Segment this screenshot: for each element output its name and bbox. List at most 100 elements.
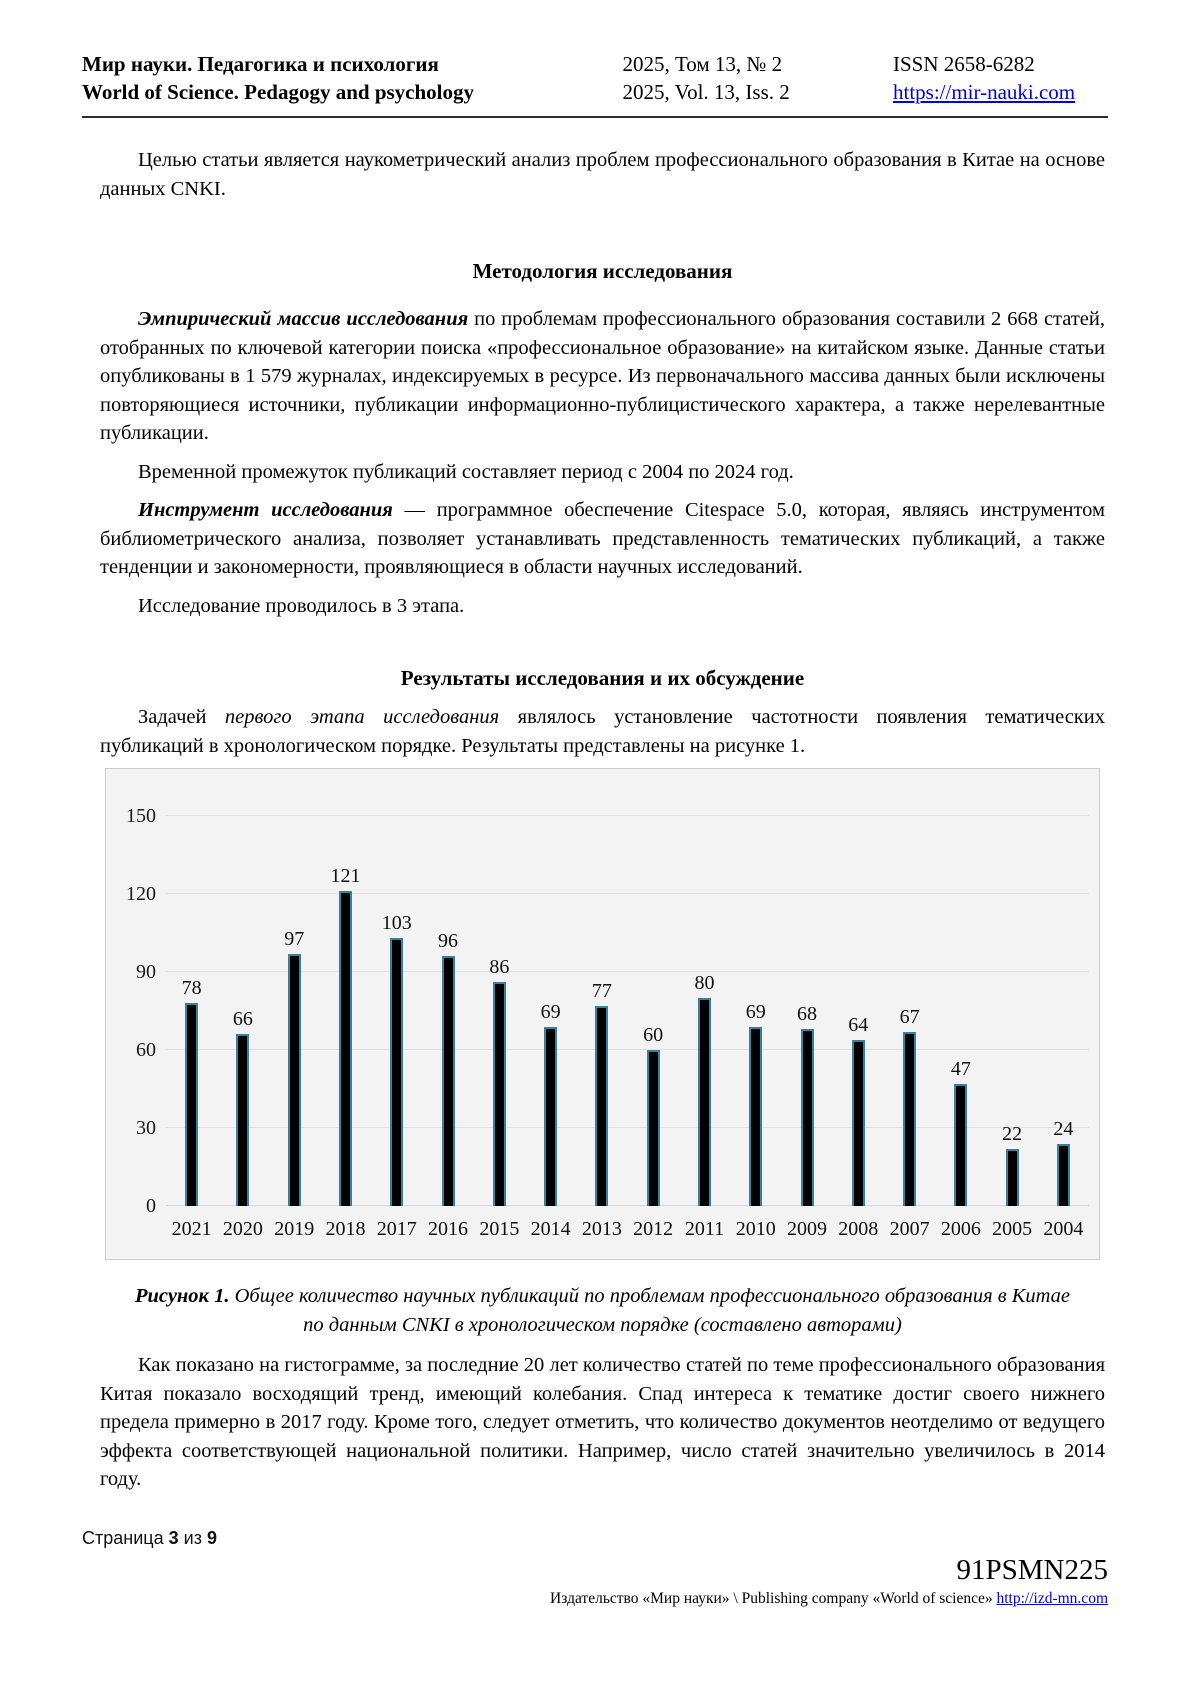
issue-info-block: 2025, Том 13, № 2 2025, Vol. 13, Iss. 2 bbox=[623, 50, 858, 106]
y-tick-label-120: 120 bbox=[126, 883, 156, 905]
bar-value-label-2009: 68 bbox=[797, 1003, 818, 1026]
bar-value-label-2018: 121 bbox=[330, 865, 361, 888]
journal-site-link[interactable]: https://mir-nauki.com bbox=[893, 80, 1076, 104]
bar-2014 bbox=[544, 1026, 558, 1206]
bar-group-2018: 121 2018 bbox=[320, 816, 371, 1240]
bar-group-2005: 22 2005 bbox=[987, 816, 1038, 1240]
article-body: Целью статьи является наукометрический а… bbox=[100, 146, 1105, 1494]
bar-group-2016: 96 2016 bbox=[422, 816, 473, 1240]
bar-value-label-2020: 66 bbox=[232, 1008, 253, 1031]
bar-group-2009: 68 2009 bbox=[781, 816, 832, 1240]
paragraph-task: Задачей первого этапа исследования являл… bbox=[100, 703, 1105, 760]
bar-value-label-2005: 22 bbox=[1002, 1122, 1023, 1145]
paragraph-goal: Целью статьи является наукометрический а… bbox=[100, 149, 1105, 200]
bar-group-2017: 103 2017 bbox=[371, 816, 422, 1240]
y-tick-label-90: 90 bbox=[136, 961, 156, 983]
bar-2016 bbox=[441, 956, 455, 1206]
bar-value-label-2015: 86 bbox=[489, 956, 510, 979]
publisher-text: Издательство «Мир науки» \ Publishing co… bbox=[550, 1589, 997, 1607]
page-footer: Страница 3 из 9 91PSMN225 Издательство «… bbox=[82, 1528, 1108, 1608]
paragraph-empirical-lead: Эмпирический массив исследования bbox=[138, 308, 469, 330]
publisher-link[interactable]: http://izd-mn.com bbox=[996, 1589, 1109, 1607]
issue-info-ru: 2025, Том 13, № 2 bbox=[622, 52, 783, 76]
bar-2011 bbox=[697, 998, 711, 1206]
x-tick-label-2018: 2018 bbox=[325, 1218, 366, 1240]
bar-2010 bbox=[749, 1026, 763, 1206]
journal-title-ru: Мир науки. Педагогика и психология bbox=[82, 52, 439, 76]
x-tick-label-2020: 2020 bbox=[222, 1218, 263, 1240]
x-tick-label-2011: 2011 bbox=[684, 1218, 725, 1240]
paragraph-tool-rest: — программное обеспечение Citespace 5.0,… bbox=[100, 499, 1105, 578]
x-tick-label-2017: 2017 bbox=[376, 1218, 417, 1240]
bar-value-label-2014: 69 bbox=[540, 1000, 561, 1023]
page-number-current: 3 bbox=[168, 1527, 179, 1548]
x-tick-label-2008: 2008 bbox=[838, 1218, 879, 1240]
bar-2015 bbox=[492, 982, 506, 1206]
bar-value-label-2017: 103 bbox=[381, 912, 412, 935]
bar-group-2012: 60 2012 bbox=[628, 816, 679, 1240]
page-number-total: 9 bbox=[206, 1527, 217, 1548]
bar-group-2010: 69 2010 bbox=[730, 816, 781, 1240]
figure-1-bar-chart: 0 30 60 90 120 150 78 2021 66 2020 97 2019 121 2018 1… bbox=[105, 768, 1100, 1260]
y-tick-label-30: 30 bbox=[136, 1117, 156, 1139]
x-tick-label-2006: 2006 bbox=[940, 1218, 981, 1240]
bar-group-2020: 66 2020 bbox=[217, 816, 268, 1240]
paragraph-empirical-rest: по проблемам профессионального образован… bbox=[100, 308, 1105, 444]
journal-title-block: Мир науки. Педагогика и психология World… bbox=[82, 50, 587, 106]
bar-value-label-2016: 96 bbox=[438, 930, 459, 953]
bar-2009 bbox=[800, 1029, 814, 1206]
paragraph-tool-lead: Инструмент исследования bbox=[138, 499, 393, 521]
page-number-prefix: Страница bbox=[82, 1527, 164, 1548]
x-tick-label-2015: 2015 bbox=[479, 1218, 520, 1240]
x-axis-line bbox=[166, 1205, 1089, 1206]
bar-value-label-2013: 77 bbox=[591, 979, 612, 1002]
paragraph-task-italic: первого этапа исследования bbox=[224, 706, 500, 728]
x-tick-label-2013: 2013 bbox=[581, 1218, 622, 1240]
bar-group-2008: 64 2008 bbox=[833, 816, 884, 1240]
bar-value-label-2019: 97 bbox=[284, 927, 305, 950]
paragraph-task-pre: Задачей bbox=[138, 706, 225, 728]
gridline-90 bbox=[166, 971, 1089, 972]
bar-group-2004: 24 2004 bbox=[1038, 816, 1089, 1240]
bar-2012 bbox=[646, 1050, 660, 1206]
journal-header: Мир науки. Педагогика и психология World… bbox=[82, 50, 1108, 118]
paragraph-tool: Инструмент исследования — программное об… bbox=[100, 496, 1105, 582]
chart-bars: 78 2021 66 2020 97 2019 121 2018 103 2017 96 2016 86… bbox=[166, 816, 1089, 1240]
bar-group-2011: 80 2011 bbox=[679, 816, 730, 1240]
issue-info-en: 2025, Vol. 13, Iss. 2 bbox=[622, 80, 790, 104]
paragraph-histogram: Как показано на гистограмме, за последни… bbox=[100, 1354, 1105, 1490]
journal-title-en: World of Science. Pedagogy and psycholog… bbox=[82, 80, 475, 104]
article-code: 91PSMN225 bbox=[956, 1553, 1109, 1586]
bar-value-label-2006: 47 bbox=[950, 1057, 971, 1080]
bar-group-2021: 78 2021 bbox=[166, 816, 217, 1240]
chart-plot: 0 30 60 90 120 150 78 2021 66 2020 97 2019 121 2018 1… bbox=[126, 806, 1089, 1240]
x-tick-label-2007: 2007 bbox=[889, 1218, 930, 1240]
x-tick-label-2019: 2019 bbox=[274, 1218, 315, 1240]
bar-group-2006: 47 2006 bbox=[935, 816, 986, 1240]
figure-1-caption: Рисунок 1. Общее количество научных публ… bbox=[100, 1282, 1105, 1339]
paragraph-stages: Исследование проводилось в 3 этапа. bbox=[138, 594, 465, 617]
issn-block: ISSN 2658-6282 https://mir-nauki.com bbox=[893, 50, 1108, 106]
bar-value-label-2012: 60 bbox=[643, 1024, 664, 1046]
bar-2018 bbox=[338, 891, 352, 1206]
bar-2004 bbox=[1056, 1143, 1070, 1206]
bar-group-2014: 69 2014 bbox=[525, 816, 576, 1240]
page-number-line: Страница 3 из 9 bbox=[82, 1528, 1108, 1549]
x-tick-label-2010: 2010 bbox=[735, 1218, 776, 1240]
gridline-120 bbox=[166, 893, 1089, 894]
y-tick-label-0: 0 bbox=[146, 1195, 156, 1217]
x-tick-label-2004: 2004 bbox=[1043, 1218, 1084, 1240]
bar-2017 bbox=[390, 938, 404, 1206]
publisher-line: Издательство «Мир науки» \ Publishing co… bbox=[82, 1590, 1108, 1608]
x-tick-label-2021: 2021 bbox=[171, 1218, 212, 1240]
y-tick-label-60: 60 bbox=[136, 1039, 156, 1061]
bar-group-2019: 97 2019 bbox=[269, 816, 320, 1240]
x-tick-label-2005: 2005 bbox=[992, 1218, 1033, 1240]
gridline-60 bbox=[166, 1049, 1089, 1050]
gridline-30 bbox=[166, 1127, 1089, 1128]
bar-value-label-2021: 78 bbox=[181, 977, 202, 1000]
bar-value-label-2011: 80 bbox=[694, 972, 715, 994]
y-tick-label-150: 150 bbox=[126, 805, 156, 827]
bar-value-label-2008: 64 bbox=[848, 1013, 869, 1036]
